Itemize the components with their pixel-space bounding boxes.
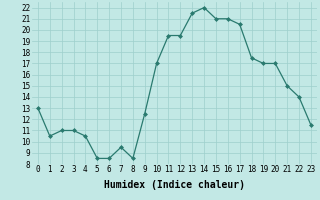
X-axis label: Humidex (Indice chaleur): Humidex (Indice chaleur) [104,180,245,190]
